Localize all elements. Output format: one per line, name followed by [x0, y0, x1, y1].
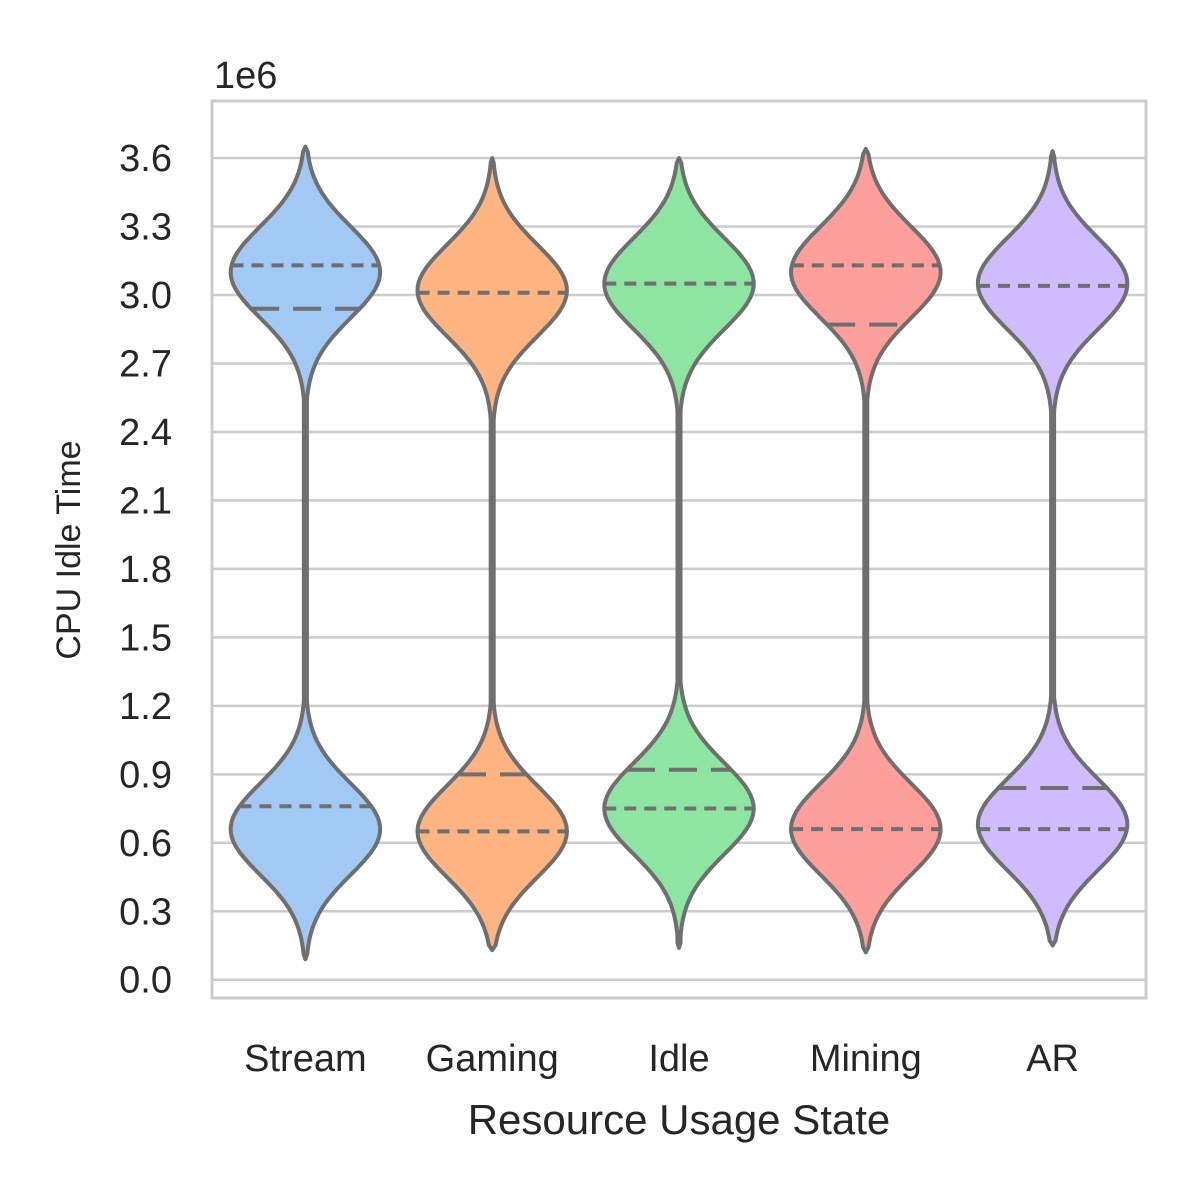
y-tick-label: 3.3: [119, 207, 172, 249]
violin-body: [415, 156, 569, 953]
violin-ar: [975, 149, 1130, 948]
y-tick-label: 3.0: [119, 275, 172, 317]
violin-body: [789, 146, 943, 955]
x-tick-label: Mining: [810, 1038, 922, 1080]
violin-body: [602, 156, 756, 950]
violin-stream: [228, 144, 383, 962]
x-tick-labels: Stream Gaming Idle Mining AR: [244, 1038, 1079, 1080]
y-tick-label: 2.4: [119, 412, 172, 454]
y-offset-label: 1e6: [214, 55, 277, 97]
x-tick-label: Stream: [244, 1038, 366, 1080]
violin-idle: [602, 156, 756, 950]
y-tick-labels: 0.0 0.3 0.6 0.9 1.2 1.5 1.8 2.1 2.4 2.7 3.0 3.3 3.6: [119, 138, 172, 1002]
y-tick-label: 3.6: [119, 138, 172, 180]
x-tick-label: Idle: [648, 1038, 709, 1080]
y-tick-label: 0.3: [119, 891, 172, 933]
y-tick-label: 0.9: [119, 754, 172, 796]
y-tick-label: 1.2: [119, 686, 172, 728]
violin-mining: [789, 146, 943, 955]
violins: [228, 144, 1130, 962]
y-tick-label: 1.5: [119, 617, 172, 659]
y-axis-label: CPU Idle Time: [50, 440, 88, 659]
violin-body: [975, 149, 1130, 948]
y-tick-label: 2.1: [119, 480, 172, 522]
y-tick-label: 2.7: [119, 343, 172, 385]
plot-frame: [210, 99, 1148, 1000]
violin-body: [228, 144, 383, 962]
y-tick-label: 1.8: [119, 549, 172, 591]
violin-gaming: [415, 156, 569, 953]
x-tick-label: AR: [1026, 1038, 1079, 1080]
x-tick-label: Gaming: [426, 1038, 559, 1080]
y-tick-label: 0.6: [119, 823, 172, 865]
x-axis-label: Resource Usage State: [468, 1096, 891, 1143]
y-tick-label: 0.0: [119, 960, 172, 1002]
